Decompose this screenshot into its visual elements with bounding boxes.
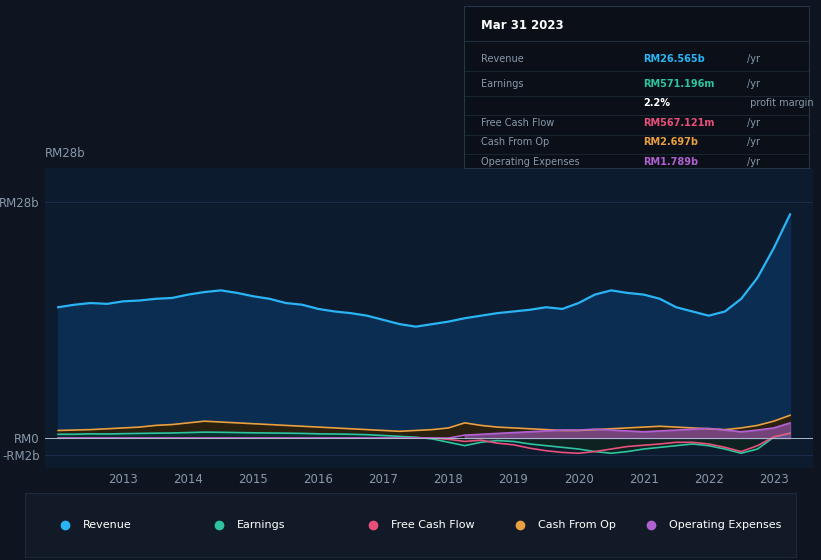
Text: Revenue: Revenue xyxy=(83,520,131,530)
Text: 2.2%: 2.2% xyxy=(643,98,670,108)
Text: /yr: /yr xyxy=(746,156,759,166)
Text: Operating Expenses: Operating Expenses xyxy=(669,520,782,530)
Text: Earnings: Earnings xyxy=(481,78,524,88)
Text: /yr: /yr xyxy=(746,137,759,147)
Text: Cash From Op: Cash From Op xyxy=(538,520,616,530)
Text: /yr: /yr xyxy=(746,54,759,64)
Text: RM571.196m: RM571.196m xyxy=(643,78,714,88)
Text: RM26.565b: RM26.565b xyxy=(643,54,705,64)
Text: RM2.697b: RM2.697b xyxy=(643,137,698,147)
Text: Free Cash Flow: Free Cash Flow xyxy=(481,118,554,128)
Text: Free Cash Flow: Free Cash Flow xyxy=(392,520,475,530)
Text: RM1.789b: RM1.789b xyxy=(643,156,699,166)
Text: Operating Expenses: Operating Expenses xyxy=(481,156,580,166)
Text: RM28b: RM28b xyxy=(45,147,85,160)
Text: /yr: /yr xyxy=(746,118,759,128)
Text: /yr: /yr xyxy=(746,78,759,88)
Text: Cash From Op: Cash From Op xyxy=(481,137,549,147)
Text: Mar 31 2023: Mar 31 2023 xyxy=(481,18,564,31)
Text: profit margin: profit margin xyxy=(746,98,814,108)
Text: Earnings: Earnings xyxy=(237,520,286,530)
Text: RM567.121m: RM567.121m xyxy=(643,118,714,128)
Text: Revenue: Revenue xyxy=(481,54,524,64)
